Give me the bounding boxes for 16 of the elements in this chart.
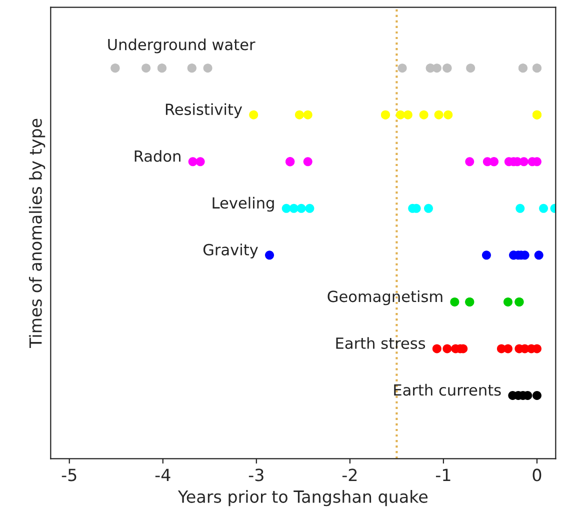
x-tick-label: -3 [248,468,264,482]
y-tick-label: Leveling [212,196,274,212]
y-tick-label: Geomagnetism [328,290,442,306]
x-tick-label: -4 [155,468,170,482]
y-tick-label: Earth currents [394,384,501,396]
x-tick-label: 0 [532,468,542,482]
y-tick-label: Earth stress [336,337,426,349]
y-tick-label: Underground water [108,38,256,54]
y-axis-title: Times of anomalies by type [28,118,46,348]
x-tick-label: -2 [342,468,357,482]
y-tick-label: Gravity [203,244,258,258]
x-tick-label: -1 [436,468,450,482]
x-axis-title: Years prior to Tangshan quake [178,490,428,506]
y-tick-label: Resistivity [166,103,242,118]
y-tick-label: Radon [134,150,180,162]
x-tick-label: -5 [62,468,76,482]
